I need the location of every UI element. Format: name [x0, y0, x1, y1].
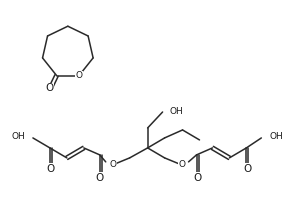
Text: O: O: [178, 160, 185, 169]
Text: O: O: [47, 164, 55, 174]
Text: OH: OH: [11, 132, 25, 141]
Text: OH: OH: [170, 107, 183, 116]
Text: OH: OH: [269, 132, 283, 141]
Text: O: O: [193, 173, 202, 183]
Text: O: O: [76, 71, 83, 80]
Text: O: O: [45, 83, 53, 93]
Text: O: O: [96, 173, 104, 183]
Text: O: O: [243, 164, 251, 174]
Text: O: O: [109, 160, 116, 169]
